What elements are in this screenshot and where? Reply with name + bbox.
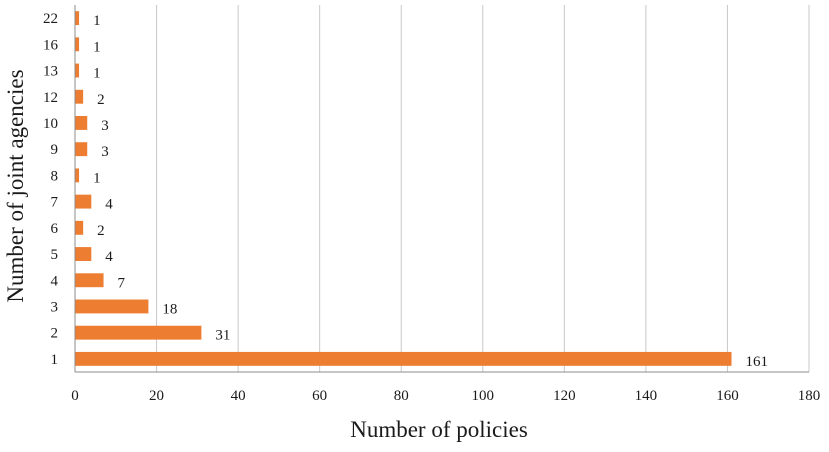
x-tick-label-20: 20 [149,388,164,404]
y-tick-label-13: 13 [43,64,58,80]
data-label-2: 31 [215,328,230,344]
x-tick-label-120: 120 [553,388,576,404]
x-tick-label-60: 60 [312,388,327,404]
x-tick-label-0: 0 [71,388,79,404]
x-tick-label-160: 160 [716,388,739,404]
data-label-16: 1 [93,39,101,55]
data-label-8: 1 [93,170,101,186]
bar-16 [75,37,80,52]
y-tick-label-6: 6 [51,221,59,237]
bar-12 [75,89,84,104]
bar-2 [75,325,202,340]
bar-22 [75,11,80,26]
bar-4 [75,273,104,288]
data-label-6: 2 [97,223,105,239]
bar-1 [75,351,732,366]
x-tick-label-180: 180 [798,388,821,404]
data-label-13: 1 [93,66,101,82]
bars [75,11,732,366]
y-tick-label-4: 4 [51,273,59,289]
y-tick-label-7: 7 [51,195,59,211]
data-label-12: 2 [97,92,105,108]
x-tick-label-80: 80 [394,388,409,404]
y-tick-label-9: 9 [51,142,59,158]
y-tick-label-16: 16 [43,37,59,53]
x-tick-labels: 0 20 40 60 80 100 120 140 160 180 [71,388,820,404]
axes [74,5,809,373]
data-label-1: 161 [746,354,769,370]
x-axis-title: Number of policies [350,417,528,442]
data-label-7: 4 [105,197,113,213]
data-label-3: 18 [162,301,177,317]
x-tick-label-100: 100 [472,388,495,404]
data-label-22: 1 [93,13,101,29]
bar-13 [75,63,80,78]
y-tick-label-3: 3 [51,299,59,315]
y-tick-label-12: 12 [43,90,58,106]
y-tick-label-22: 22 [43,11,58,27]
gridlines [156,5,810,372]
bar-5 [75,247,92,261]
data-label-4: 7 [118,275,126,291]
y-tick-label-1: 1 [51,352,59,368]
y-axis-title: Number of joint agencies [3,69,28,302]
bar-3 [75,299,149,314]
y-tick-label-5: 5 [51,247,59,263]
x-tick-label-140: 140 [635,388,658,404]
bar-10 [75,116,88,130]
bar-9 [75,142,88,157]
y-tick-label-2: 2 [51,326,59,342]
y-tick-label-10: 10 [43,116,58,132]
y-tick-label-8: 8 [51,168,59,184]
x-tick-label-40: 40 [231,388,246,404]
bar-7 [75,194,92,209]
bar-6 [75,220,84,235]
data-label-5: 4 [105,249,113,265]
data-label-9: 3 [101,144,109,160]
bar-8 [75,168,80,183]
data-label-10: 3 [101,118,109,134]
